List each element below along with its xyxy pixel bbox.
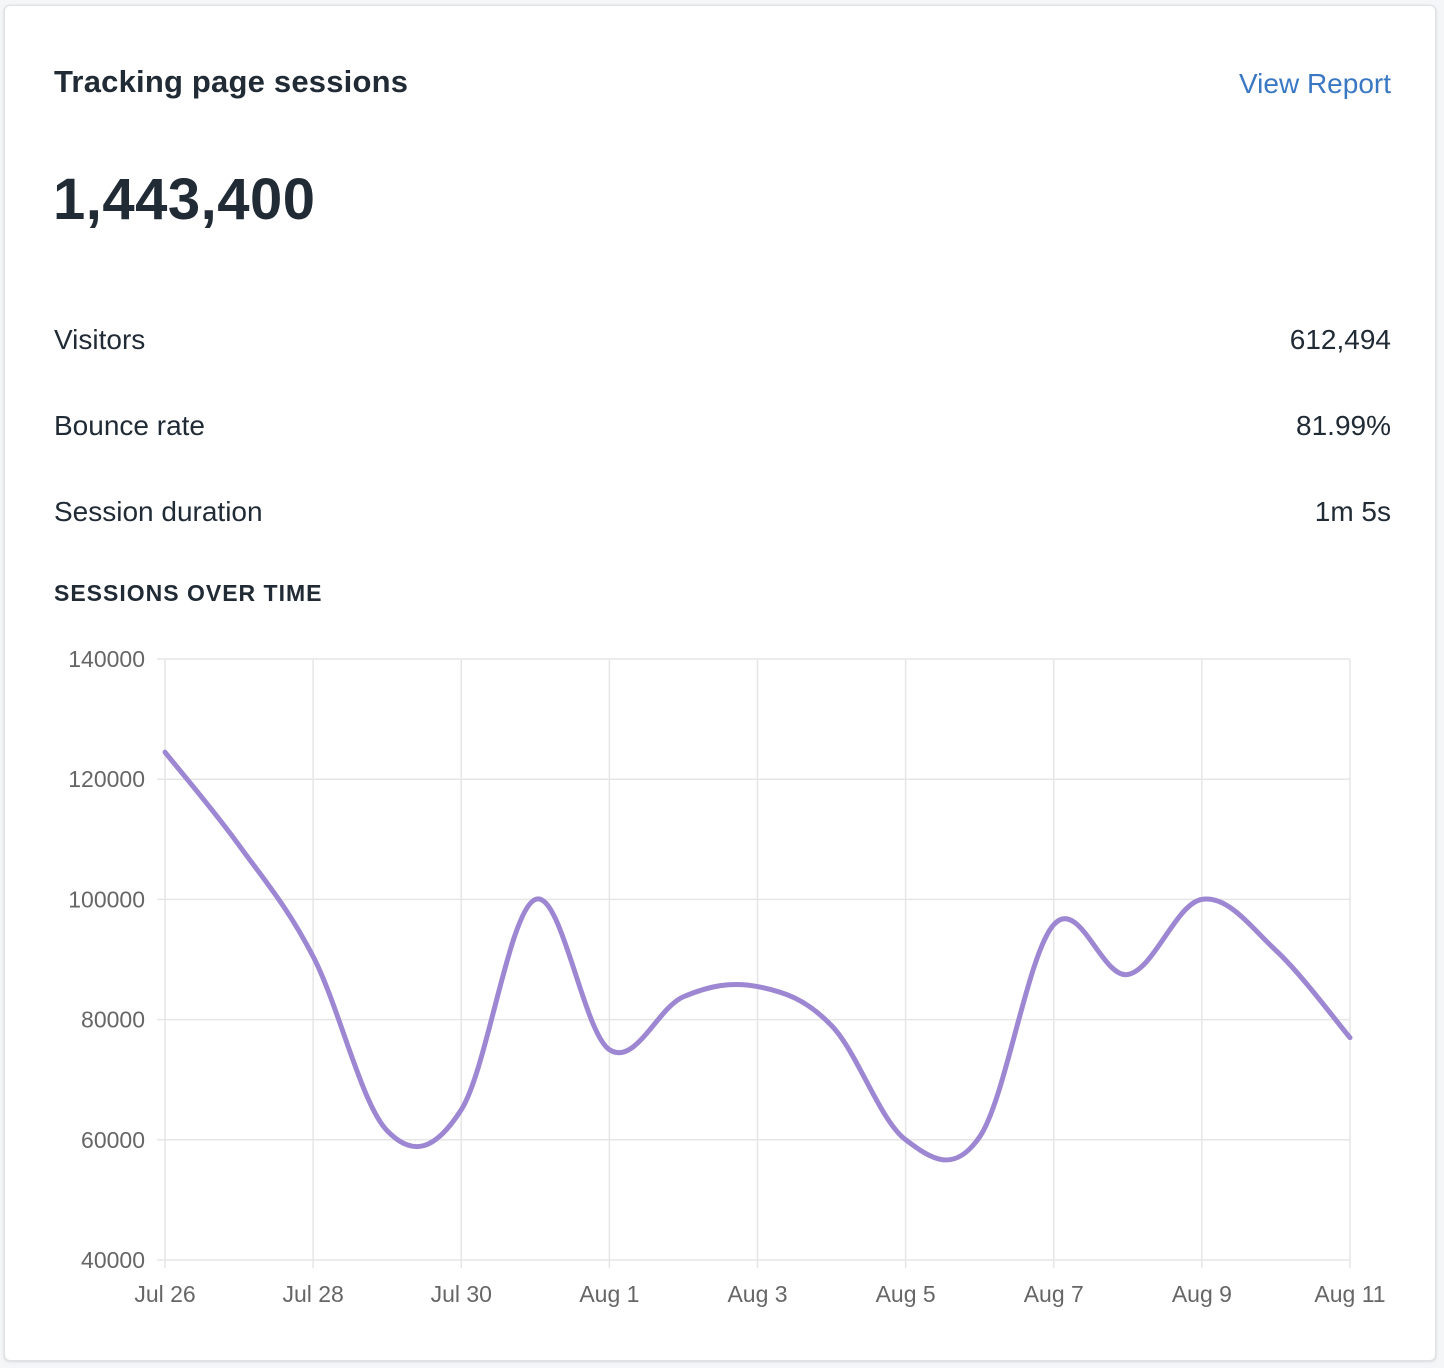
x-tick-label: Aug 11 — [1314, 1281, 1385, 1307]
x-tick-label: Aug 9 — [1172, 1281, 1232, 1307]
data-point — [977, 1134, 982, 1139]
card-title: Tracking page sessions — [54, 64, 409, 99]
metric-value: 81.99% — [1296, 410, 1391, 441]
metric-label: Visitors — [54, 324, 146, 355]
data-point — [681, 994, 686, 999]
data-point — [533, 897, 538, 902]
sessions-card: Tracking page sessions View Report 1,443… — [4, 5, 1436, 1361]
metric-row-visitors: Visitors 612,494 — [54, 324, 1391, 364]
y-tick-label: 100000 — [68, 886, 145, 912]
x-tick-label: Jul 26 — [134, 1281, 195, 1307]
data-point — [1051, 922, 1056, 927]
data-point — [459, 1107, 464, 1112]
view-report-link[interactable]: View Report — [1238, 68, 1391, 99]
data-point — [1199, 897, 1204, 902]
data-point — [1348, 1035, 1353, 1040]
x-tick-label: Aug 7 — [1024, 1281, 1084, 1307]
data-point — [829, 1023, 834, 1028]
y-tick-label: 40000 — [81, 1247, 145, 1273]
metric-label: Bounce rate — [54, 410, 205, 441]
y-axis-labels: 40000 60000 80000 100000 120000 140000 — [68, 646, 145, 1273]
chart-heading: SESSIONS OVER TIME — [54, 580, 323, 606]
data-point — [163, 750, 168, 755]
metric-label: Session duration — [54, 496, 263, 527]
series-line — [162, 749, 1353, 1163]
x-tick-label: Aug 3 — [727, 1281, 787, 1307]
x-axis-labels: Jul 26 Jul 28 Jul 30 Aug 1 Aug 3 Aug 5 Aug 7 Au… — [134, 1281, 1385, 1307]
metric-value: 1m 5s — [1314, 496, 1391, 527]
y-tick-label: 80000 — [81, 1007, 145, 1033]
x-tick-label: Aug 5 — [876, 1281, 936, 1307]
x-tick-label: Jul 30 — [431, 1281, 492, 1307]
metric-row-session-duration: Session duration 1m 5s — [54, 496, 1391, 536]
metric-value: 612,494 — [1289, 324, 1391, 355]
data-point — [607, 1047, 612, 1052]
data-point — [385, 1128, 390, 1133]
data-point — [311, 954, 316, 959]
series-layer — [162, 749, 1353, 1163]
x-tick-label: Jul 28 — [282, 1281, 343, 1307]
data-point — [755, 984, 760, 989]
data-point — [237, 843, 242, 848]
total-sessions-value: 1,443,400 — [53, 167, 316, 232]
metric-row-bounce-rate: Bounce rate 81.99% — [54, 410, 1391, 450]
data-point — [903, 1137, 908, 1142]
y-tick-label: 60000 — [81, 1127, 145, 1153]
data-point — [1125, 972, 1130, 977]
y-tick-label: 140000 — [68, 646, 145, 672]
x-tick-label: Aug 1 — [579, 1281, 639, 1307]
sessions-line-chart: 40000 60000 80000 100000 120000 140000 Jul 26… — [68, 646, 1385, 1307]
data-point — [1273, 948, 1278, 953]
y-tick-label: 120000 — [68, 766, 145, 792]
chart-gridlines — [157, 658, 1351, 1268]
